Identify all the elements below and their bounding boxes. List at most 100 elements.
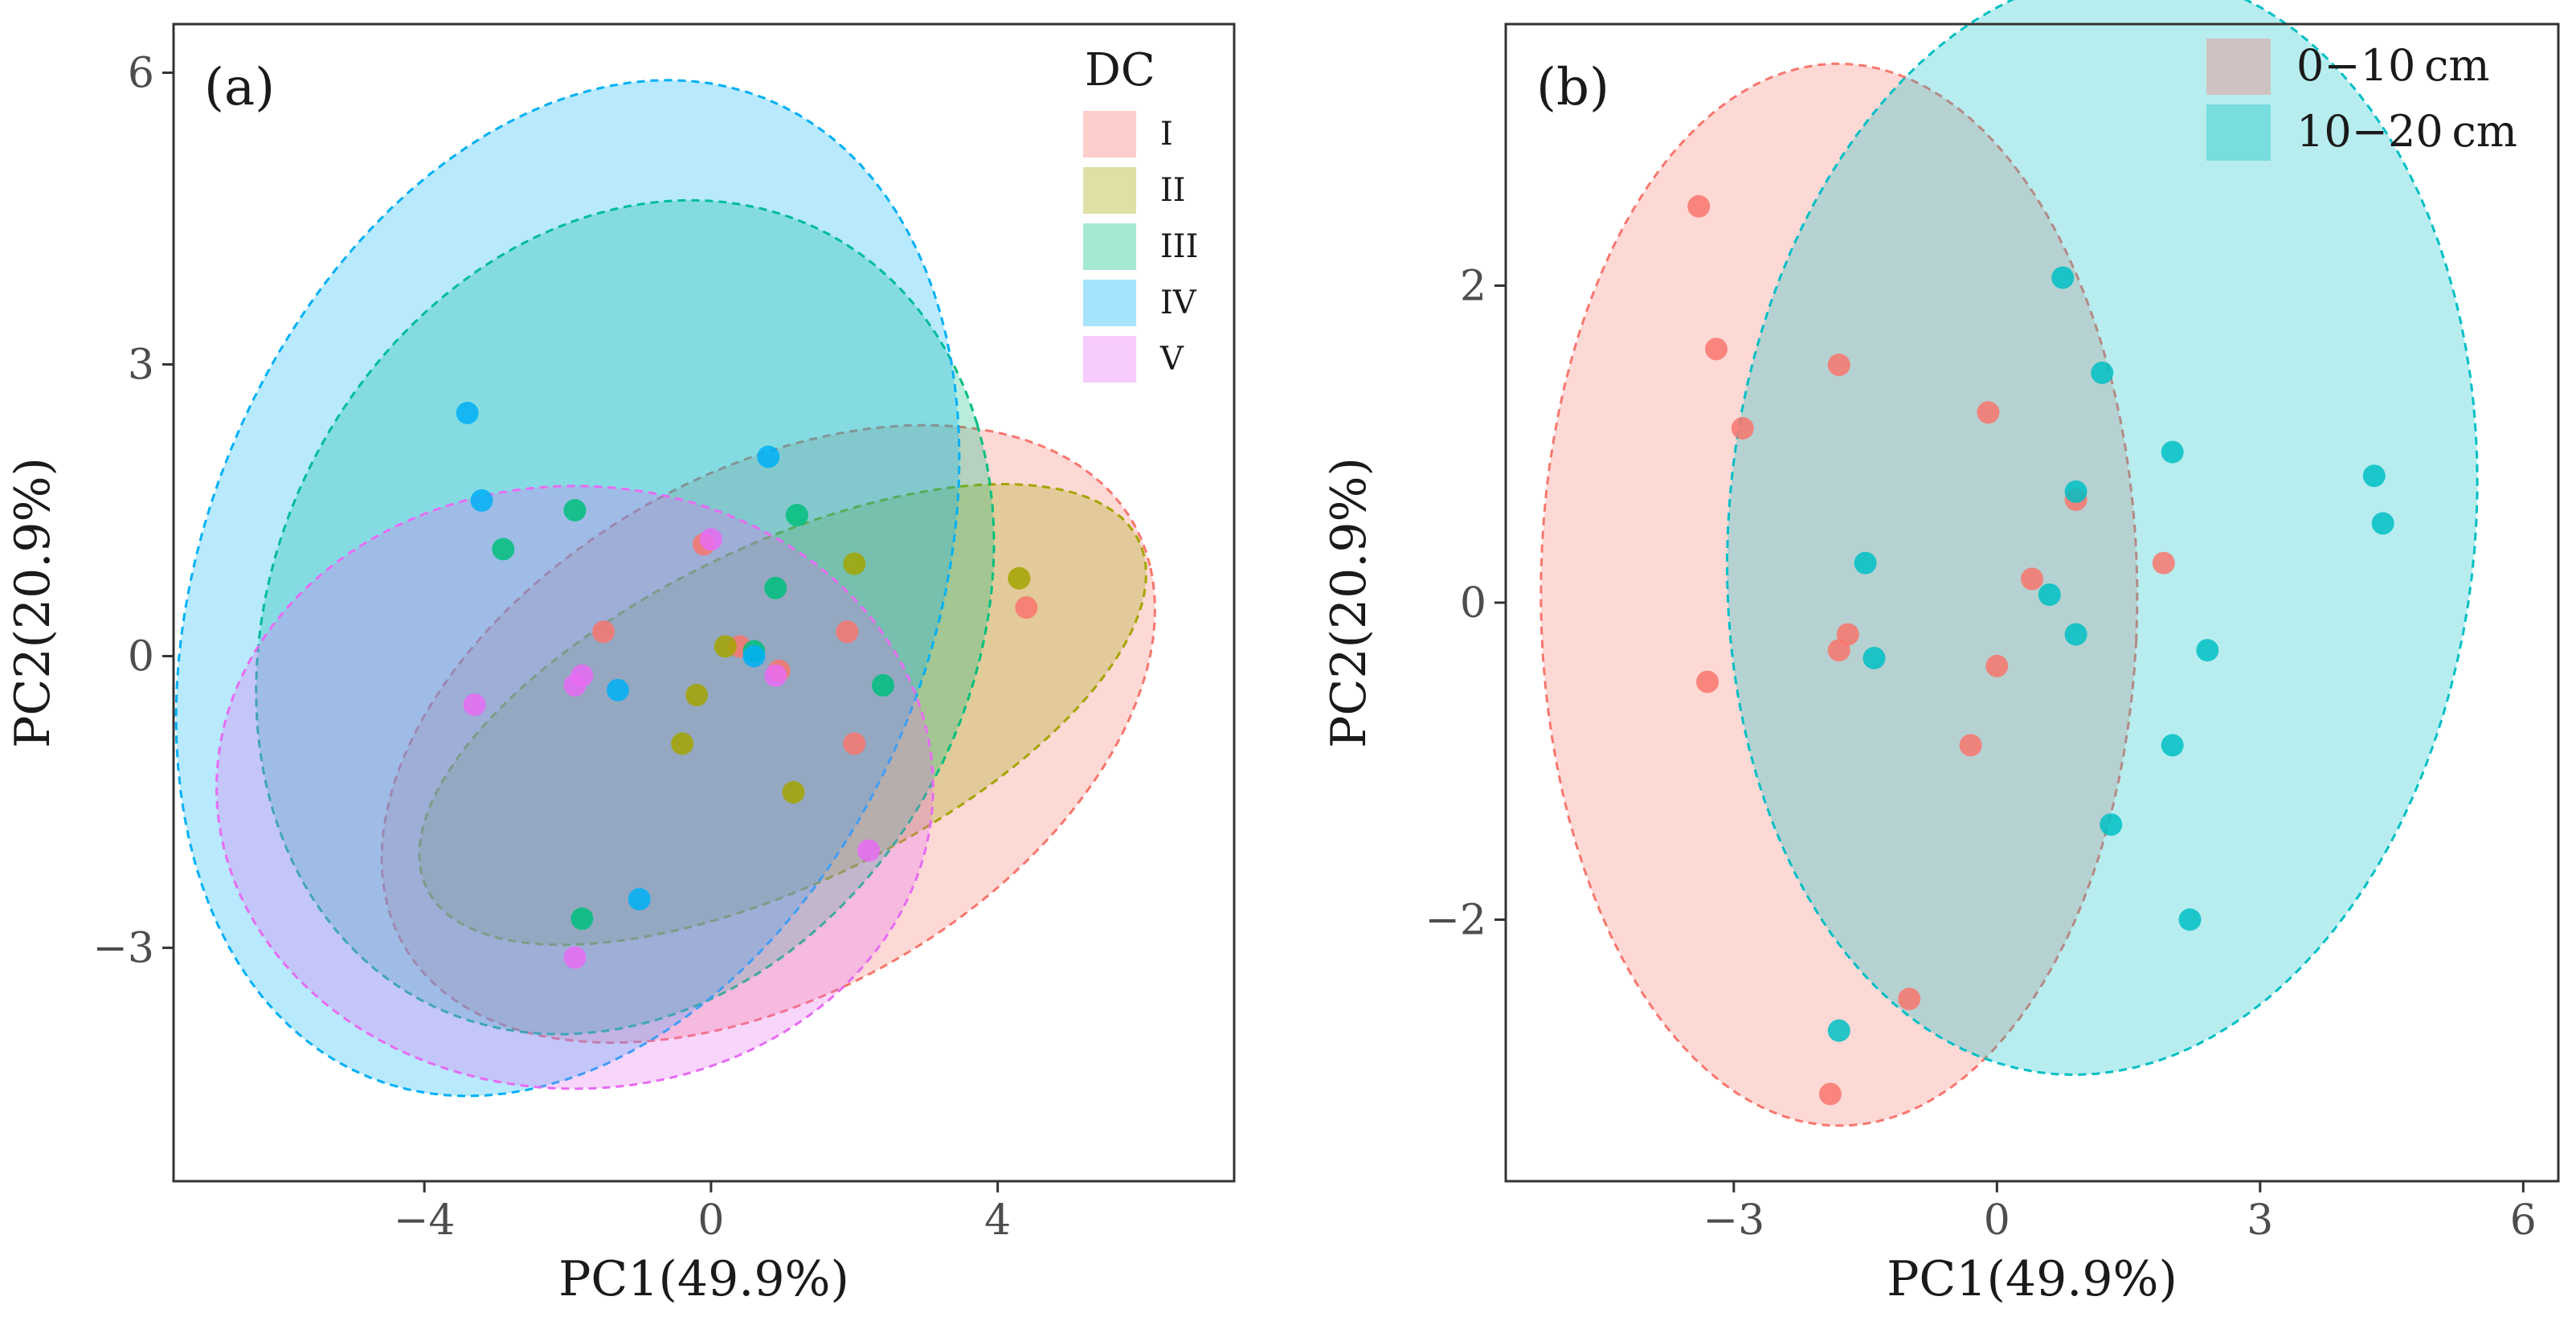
legend-key xyxy=(1083,111,1136,157)
data-point xyxy=(742,644,766,668)
legend-key xyxy=(1083,167,1136,214)
panel-b-points xyxy=(1687,194,2394,1106)
data-point xyxy=(2152,551,2175,575)
data-point xyxy=(470,489,493,512)
legend-key xyxy=(2206,39,2271,95)
panel-a-points xyxy=(456,402,1038,969)
x-tick-label: −3 xyxy=(1703,1196,1765,1245)
data-point xyxy=(2371,512,2394,535)
data-point xyxy=(785,504,808,527)
data-point xyxy=(2064,623,2087,646)
y-tick-label: 6 xyxy=(128,50,154,98)
x-tick-label: 3 xyxy=(2247,1196,2273,1245)
data-point xyxy=(456,402,479,424)
x-tick-label: 0 xyxy=(1984,1196,2010,1245)
data-point xyxy=(764,664,787,687)
panel-a-x-axis: −4 0 4 xyxy=(394,1181,1011,1245)
legend-title: DC xyxy=(1085,44,1155,96)
legend-label: 0−10 cm xyxy=(2296,40,2490,91)
legend-label: V xyxy=(1159,341,1184,378)
data-point xyxy=(592,620,615,644)
confidence-ellipse xyxy=(1539,62,2139,1127)
panel-b-y-axis: −2 0 2 xyxy=(1425,262,1506,945)
data-point xyxy=(757,445,780,468)
data-point xyxy=(685,684,709,706)
x-tick-label: 6 xyxy=(2510,1196,2537,1245)
panel-a-ellipses xyxy=(174,79,1157,1098)
x-tick-label: −4 xyxy=(394,1196,456,1245)
data-point xyxy=(463,693,486,717)
data-point xyxy=(1705,337,1728,361)
data-point xyxy=(1827,354,1850,377)
data-point xyxy=(1731,417,1754,440)
data-point xyxy=(2038,583,2061,607)
legend-label: III xyxy=(1160,228,1198,265)
data-point xyxy=(1827,1019,1850,1042)
data-point xyxy=(699,528,722,551)
panel-a-frame xyxy=(172,22,1236,1183)
data-point xyxy=(2196,639,2219,662)
data-point xyxy=(1818,1082,1842,1106)
data-point xyxy=(872,673,894,697)
legend-label: IV xyxy=(1160,284,1197,321)
panel-a-x-label: PC1(49.9%) xyxy=(558,1251,849,1307)
data-point xyxy=(857,839,881,862)
data-point xyxy=(492,538,515,561)
legend-label: 10−20 cm xyxy=(2296,106,2517,157)
y-tick-label: −3 xyxy=(92,925,154,973)
panel-b: −3 0 3 6 −2 0 2 PC1(49.9%) PC2(20.9%) (b) 0−1… xyxy=(1321,0,2560,1307)
x-tick-label: 4 xyxy=(984,1196,1011,1245)
data-point xyxy=(1977,401,2000,424)
data-point xyxy=(563,946,587,969)
legend-key xyxy=(1083,223,1136,270)
confidence-ellipse xyxy=(174,79,961,1098)
panel-a-tag: (a) xyxy=(204,58,275,117)
data-point xyxy=(607,678,629,701)
data-point xyxy=(1827,639,1850,662)
x-tick-label: 0 xyxy=(697,1196,724,1245)
data-point xyxy=(570,664,594,687)
legend-key xyxy=(1083,280,1136,326)
legend-key xyxy=(2206,104,2271,161)
data-point xyxy=(2051,266,2075,289)
data-point xyxy=(2362,464,2386,488)
data-point xyxy=(628,888,651,911)
data-point xyxy=(1854,551,1877,575)
panel-b-ellipses xyxy=(1539,0,2479,1127)
legend-key xyxy=(1083,336,1136,382)
data-point xyxy=(843,732,866,755)
panel-b-x-axis: −3 0 3 6 xyxy=(1703,1181,2537,1245)
data-point xyxy=(2021,567,2043,591)
data-point xyxy=(2178,908,2202,931)
confidence-ellipse xyxy=(215,485,934,1090)
data-point xyxy=(2161,440,2184,464)
data-point xyxy=(570,907,594,930)
y-tick-label: 2 xyxy=(1460,262,1486,310)
data-point xyxy=(2161,734,2184,757)
data-point xyxy=(2064,480,2087,503)
data-point xyxy=(2091,362,2114,384)
data-point xyxy=(782,781,805,804)
y-tick-label: 0 xyxy=(1460,579,1486,628)
data-point xyxy=(1015,596,1038,620)
data-point xyxy=(1898,988,1921,1011)
data-point xyxy=(671,732,694,755)
data-point xyxy=(1862,647,1886,669)
panel-a-background xyxy=(0,0,1286,1321)
data-point xyxy=(1696,670,1719,693)
data-point xyxy=(843,552,866,575)
data-point xyxy=(764,576,787,599)
data-point xyxy=(563,499,587,521)
panel-b-y-label: PC2(20.9%) xyxy=(1321,457,1377,748)
legend-label: II xyxy=(1160,172,1186,209)
data-point xyxy=(2100,813,2123,836)
confidence-ellipse xyxy=(1725,0,2479,1077)
data-point xyxy=(1959,734,1982,757)
data-point xyxy=(1687,194,1711,218)
data-point xyxy=(1985,654,2009,677)
data-point xyxy=(714,635,737,658)
data-point xyxy=(836,620,859,644)
